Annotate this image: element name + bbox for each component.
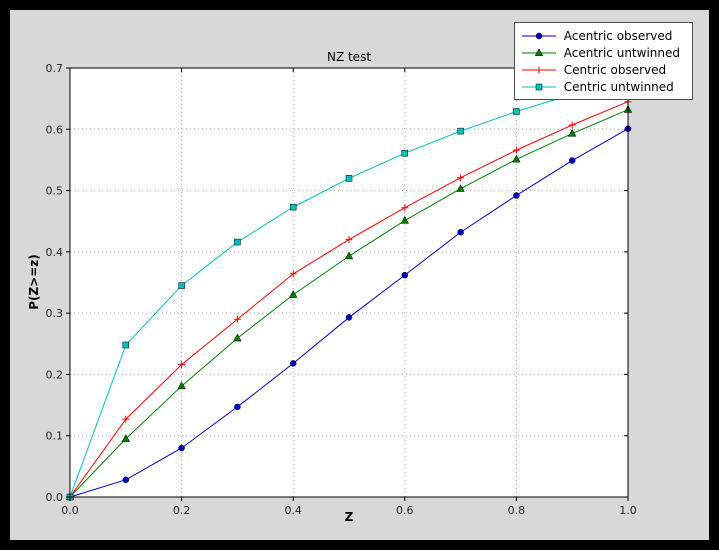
- circle-marker: [513, 192, 520, 199]
- circle-marker: [178, 444, 185, 452]
- chart-title: NZ test: [326, 50, 372, 64]
- legend-label: Centric observed: [563, 62, 667, 77]
- legend-key-triangle-icon: [521, 47, 556, 56]
- legend-key-plus-icon: [521, 66, 556, 73]
- triangle-marker: [121, 434, 131, 442]
- x-tick-label: 0.2: [173, 504, 191, 517]
- legend-label: Acentric observed: [563, 28, 673, 43]
- square-marker: [289, 203, 297, 211]
- plus-marker: [535, 66, 543, 73]
- triangle-marker: [567, 128, 577, 137]
- triangle-marker: [456, 184, 465, 192]
- y-tick-label: 0.7: [46, 62, 64, 75]
- x-tick-label: 1.0: [619, 504, 637, 517]
- y-tick-label: 0.1: [46, 430, 64, 443]
- triangle-marker: [177, 381, 186, 390]
- circle-marker: [535, 32, 542, 39]
- legend-item: Acentric untwinned: [521, 44, 680, 61]
- legend-item: Centric untwinned: [521, 78, 680, 95]
- circle-marker: [289, 360, 297, 367]
- square-marker: [513, 108, 520, 115]
- y-tick-label: 0.6: [46, 123, 64, 136]
- axes-border: [69, 67, 629, 498]
- triangle-marker: [534, 47, 543, 56]
- circle-marker: [234, 403, 241, 411]
- y-tick-label: 0.3: [46, 307, 64, 320]
- square-marker: [122, 341, 130, 349]
- triangle-marker: [233, 333, 242, 342]
- square-marker: [178, 282, 185, 289]
- square-marker: [345, 175, 353, 182]
- series-acentric-untwinned: [65, 104, 633, 501]
- plot-area: [70, 68, 628, 497]
- triangle-marker: [400, 215, 410, 224]
- legend-key-circle-icon: [521, 32, 556, 39]
- circle-marker: [401, 271, 409, 279]
- plus-marker: [178, 361, 186, 369]
- legend-key-square-icon: [521, 83, 556, 90]
- y-tick-label: 0.2: [46, 368, 64, 381]
- circle-marker: [457, 228, 464, 236]
- plus-marker: [345, 236, 353, 244]
- series-acentric-observed: [66, 125, 632, 501]
- x-tick-label: 0.0: [61, 504, 79, 517]
- triangle-marker: [288, 290, 298, 298]
- legend-item: Centric observed: [521, 61, 680, 78]
- x-tick-label: 0.8: [508, 504, 526, 517]
- legend-label: Acentric untwinned: [563, 45, 680, 60]
- plus-marker: [233, 315, 241, 323]
- plus-marker: [289, 270, 297, 278]
- tick-labels: 0.0 0.2 0.4 0.6 0.8 1.0 0.0 0.1 0.2 0.3 0.4 0.5 0.6 0…: [46, 62, 637, 517]
- triangle-marker: [512, 154, 521, 163]
- plus-marker: [401, 204, 409, 212]
- plus-marker: [457, 174, 465, 182]
- figure: 0.0 0.2 0.4 0.6 0.8 1.0 0.0 0.1 0.2 0.3 0.4 0.5 0.6 0…: [10, 10, 709, 540]
- square-marker: [535, 83, 542, 90]
- chart-canvas: 0.0 0.2 0.4 0.6 0.8 1.0 0.0 0.1 0.2 0.3 0.4 0.5 0.6 0…: [46, 62, 637, 517]
- tick-marks: [66, 67, 629, 501]
- plus-marker: [568, 121, 576, 129]
- legend-label: Centric untwinned: [563, 79, 674, 94]
- square-marker: [234, 238, 241, 246]
- triangle-marker: [344, 251, 354, 260]
- x-tick-label: 0.4: [284, 504, 302, 517]
- circle-marker: [345, 314, 353, 321]
- y-tick-label: 0.0: [46, 491, 64, 504]
- legend: Acentric observed Acentric untwinned Centr…: [513, 22, 693, 100]
- plus-marker: [122, 415, 130, 423]
- square-marker: [457, 127, 464, 135]
- circle-marker: [122, 476, 130, 484]
- y-tick-label: 0.4: [46, 246, 64, 259]
- y-tick-label: 0.5: [46, 185, 64, 198]
- square-marker: [401, 149, 409, 157]
- plus-marker: [512, 146, 520, 154]
- legend-item: Acentric observed: [521, 27, 680, 44]
- x-axis-label: Z: [344, 510, 354, 524]
- y-axis-label: P(Z>=z): [27, 254, 41, 310]
- circle-marker: [568, 157, 576, 164]
- x-tick-label: 0.6: [396, 504, 414, 517]
